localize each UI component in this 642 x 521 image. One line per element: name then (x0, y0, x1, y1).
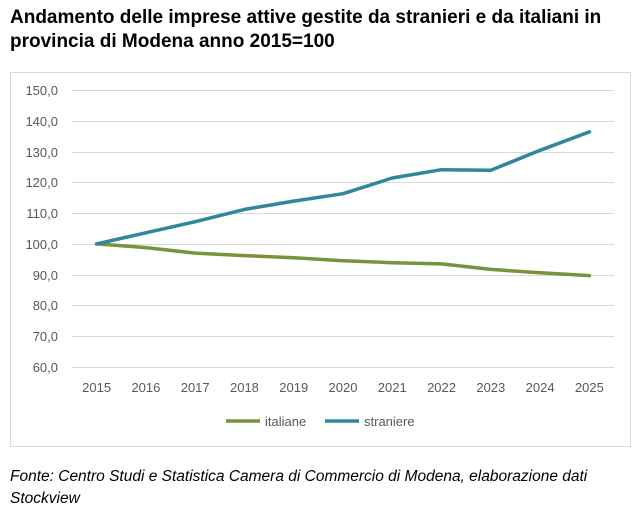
y-tick-label: 90,0 (33, 268, 58, 283)
legend-label-straniere: straniere (364, 414, 415, 429)
x-tick-label: 2025 (575, 380, 604, 395)
gridlines (72, 90, 614, 368)
x-tick-label: 2020 (329, 380, 358, 395)
legend-label-italiane: italiane (265, 414, 306, 429)
y-tick-label: 80,0 (33, 298, 58, 313)
y-tick-label: 120,0 (25, 175, 58, 190)
x-tick-label: 2021 (378, 380, 407, 395)
x-tick-label: 2023 (476, 380, 505, 395)
y-axis-labels: 60,0 70,0 80,0 90,0 100,0 110,0 120,0 130,0 140,… (25, 83, 58, 375)
x-tick-label: 2015 (82, 380, 111, 395)
source-note: Fonte: Centro Studi e Statistica Camera … (10, 468, 588, 507)
x-tick-label: 2019 (279, 380, 308, 395)
x-tick-label: 2022 (427, 380, 456, 395)
x-tick-label: 2018 (230, 380, 259, 395)
x-axis-labels: 2015 2016 2017 2018 2019 2020 2021 2022 2023 2024… (82, 380, 604, 395)
y-tick-label: 60,0 (33, 360, 58, 375)
y-tick-label: 110,0 (26, 206, 58, 221)
x-tick-label: 2024 (526, 380, 555, 395)
y-tick-label: 100,0 (25, 237, 58, 252)
chart-title: Andamento delle imprese attive gestite d… (10, 7, 602, 52)
series-lines (94, 130, 592, 278)
y-tick-label: 140,0 (25, 114, 58, 129)
y-tick-label: 130,0 (25, 145, 58, 160)
legend: italiane straniere (226, 414, 415, 429)
x-tick-label: 2016 (131, 380, 160, 395)
x-tick-label: 2017 (181, 380, 210, 395)
y-tick-label: 150,0 (25, 83, 58, 98)
series-line-italiane (94, 242, 592, 278)
y-tick-label: 70,0 (33, 329, 58, 344)
series-line-straniere (94, 130, 592, 246)
